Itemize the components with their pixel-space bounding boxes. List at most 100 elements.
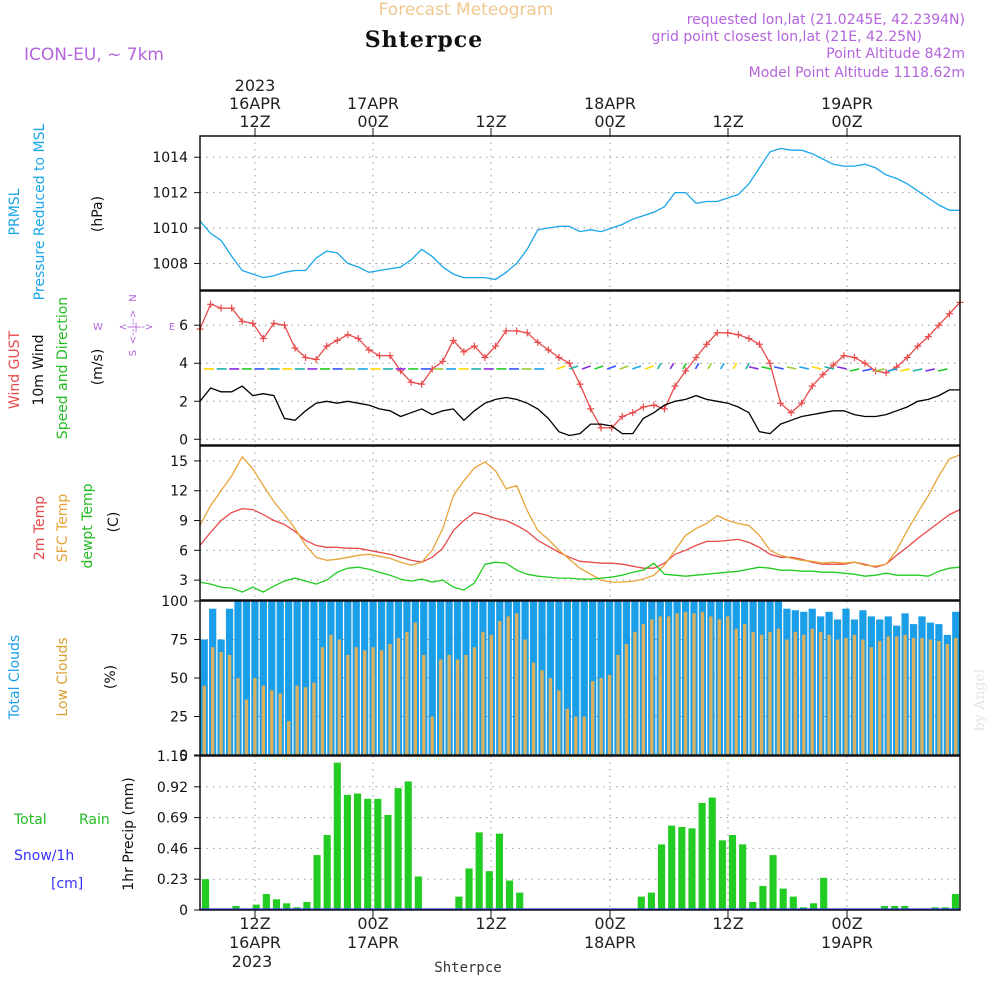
2m-temp-line: [199, 507, 961, 569]
bottom-hour-label: 00Z: [831, 914, 862, 933]
gust-marker: [924, 333, 932, 341]
wind-direction-arrow: [837, 366, 847, 370]
low-cloud-bar: [219, 651, 223, 755]
gust-marker: [481, 354, 489, 362]
pressure-ytick-label: 1010: [152, 221, 188, 237]
wind-direction-arrow: [874, 368, 885, 372]
credit-label: by Angel: [972, 668, 988, 731]
pressure-panel: 1008 1010 1012 1014: [152, 135, 961, 291]
gust-marker: [787, 409, 795, 417]
compass-icon: N S W E <--|--> <--|-->: [93, 294, 175, 356]
precip-bar: [232, 905, 240, 910]
total-cloud-bar: [301, 601, 310, 755]
precip-bar: [394, 788, 402, 910]
low-cloud-bar: [852, 634, 857, 755]
low-cloud-bar: [253, 678, 257, 755]
low-cloud-bar: [447, 654, 451, 755]
precip-bar: [465, 868, 473, 910]
wind-direction-arrow: [707, 362, 713, 370]
precip-bar: [668, 825, 676, 910]
low-cloud-bar: [396, 637, 401, 755]
gust-marker: [449, 336, 457, 344]
low-cloud-bar: [810, 628, 814, 755]
temperature-panel-frame: [199, 445, 961, 601]
precip-bar: [810, 903, 818, 910]
precip-bar: [202, 879, 210, 910]
wind-direction-arrow: [682, 362, 687, 370]
low-cloud-bar: [742, 624, 747, 755]
temperature-panel: 3 6 9 12 15: [170, 445, 961, 601]
low-cloud-bar: [540, 670, 544, 755]
low-cloud-bar: [768, 631, 772, 755]
low-cloud-bar: [464, 654, 468, 755]
wind-direction-arrow: [556, 365, 566, 370]
low-cloud-bar: [616, 654, 620, 755]
wind-direction-arrow: [862, 368, 872, 372]
low-cloud-bar: [574, 716, 578, 755]
precip-bar: [891, 905, 899, 910]
gust-marker: [829, 361, 837, 369]
clouds-total-label: Total Clouds: [7, 635, 23, 720]
gust-marker: [523, 329, 531, 337]
low-cloud-bar: [827, 634, 831, 755]
low-cloud-bar: [726, 616, 730, 755]
clouds-panel-background: [200, 601, 960, 755]
precip-bar: [698, 802, 706, 910]
gust-marker: [280, 321, 288, 329]
gust-marker: [344, 331, 352, 339]
precip-bar: [272, 899, 281, 910]
gust-marker: [692, 354, 700, 362]
gust-marker: [819, 371, 827, 379]
bottom-year-label: 2023: [232, 952, 273, 971]
gust-marker: [882, 369, 890, 377]
gust-marker: [808, 382, 816, 390]
precip-bar: [485, 871, 493, 910]
model-altitude: Model Point Altitude 1118.62m: [749, 65, 965, 81]
low-cloud-bar: [270, 690, 274, 755]
pressure-panel-labels: PRMSL Pressure Reduced to MSL (hPa): [7, 123, 106, 300]
low-cloud-bar: [582, 716, 586, 755]
precip-snow-label: Snow/1h: [14, 848, 74, 864]
low-cloud-bar: [954, 637, 958, 755]
wind-10m-label: 10m Wind: [31, 334, 47, 405]
wind-gust-label: Wind GUST: [7, 330, 23, 409]
low-cloud-bar: [835, 639, 840, 755]
gust-marker: [354, 335, 362, 343]
gust-marker: [407, 378, 415, 386]
wind-direction-arrow: [669, 362, 675, 370]
low-cloud-bar: [202, 685, 206, 755]
wind-direction-arrow: [619, 365, 629, 370]
low-cloud-bar: [329, 634, 333, 755]
total-cloud-bar: [580, 601, 588, 755]
low-cloud-bar: [692, 613, 696, 755]
precip-bar: [779, 888, 787, 910]
gust-marker: [660, 405, 668, 413]
low-cloud-bar: [785, 639, 789, 755]
wind-direction-arrow: [581, 365, 591, 370]
low-cloud-bar: [379, 650, 384, 755]
gust-marker: [365, 346, 373, 354]
low-cloud-bar: [928, 639, 933, 755]
low-cloud-bar: [261, 685, 266, 755]
low-cloud-bar: [278, 693, 282, 755]
gust-marker: [418, 380, 426, 388]
precip-bar: [374, 798, 382, 910]
gust-marker: [745, 335, 753, 343]
total-cloud-bar: [268, 601, 276, 755]
10m-wind-line: [199, 385, 960, 437]
precipitation-ytick-label: 1.15: [157, 749, 188, 765]
precip-bar: [749, 901, 757, 910]
precip-bar: [303, 901, 311, 910]
precip-bar: [789, 896, 797, 910]
gust-marker: [914, 342, 922, 350]
bottom-date-label: 16APR: [229, 933, 281, 952]
bottom-hour-label: 00Z: [594, 914, 625, 933]
low-cloud-bar: [920, 637, 924, 755]
total-cloud-bar: [259, 601, 267, 755]
temp-dew-label: dewpt Temp: [80, 483, 96, 568]
wind-ytick-label: 4: [179, 356, 188, 372]
precip-bar: [637, 896, 645, 910]
low-cloud-bar: [489, 634, 494, 755]
precip-total-label: Total: [13, 812, 47, 828]
precip-bar: [658, 844, 666, 910]
